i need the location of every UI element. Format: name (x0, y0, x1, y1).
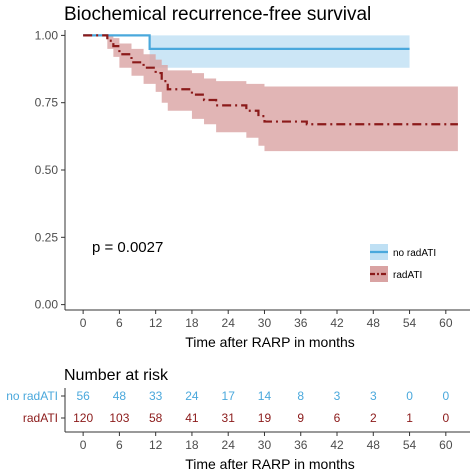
risk-cell: 2 (370, 411, 377, 425)
chart-title: Biochemical recurrence-free survival (64, 4, 371, 25)
risk-x-tick-label: 42 (330, 438, 344, 452)
x-tick-label: 48 (367, 316, 381, 330)
risk-cell: 3 (334, 389, 341, 403)
risk-cell: 0 (442, 389, 449, 403)
risk-cell: 6 (334, 411, 341, 425)
x-tick-label: 30 (258, 316, 272, 330)
y-tick-label: 0.75 (35, 96, 59, 110)
risk-cell: 103 (109, 411, 129, 425)
risk-cell: 8 (297, 389, 304, 403)
risk-x-tick-label: 54 (403, 438, 417, 452)
risk-cell: 31 (222, 411, 236, 425)
x-tick-label: 0 (80, 316, 87, 330)
x-ticks: 0 6 12 18 24 30 36 42 48 54 60 (80, 310, 453, 330)
risk-x-tick-label: 18 (185, 438, 199, 452)
risk-cell: 0 (406, 389, 413, 403)
risk-x-tick-label: 6 (116, 438, 123, 452)
risk-cell: 0 (442, 411, 449, 425)
survival-curves (83, 34, 458, 126)
y-tick-label: 0.50 (35, 163, 59, 177)
risk-cell: 9 (297, 411, 304, 425)
risk-cell: 17 (222, 389, 236, 403)
risk-cell: 19 (258, 411, 272, 425)
legend-label-1: radATI (393, 270, 422, 281)
risk-cell: 3 (370, 389, 377, 403)
risk-x-tick-label: 24 (222, 438, 236, 452)
y-ticks: 0.00 0.25 0.50 0.75 1.00 (35, 28, 65, 312)
y-tick-label: 0.00 (35, 298, 59, 312)
main-plot: 0.00 0.25 0.50 0.75 1.00 0 6 12 18 24 30 36 42 48 54 6… (35, 28, 470, 350)
risk-x-tick-label: 12 (149, 438, 163, 452)
x-tick-label: 54 (403, 316, 417, 330)
legend: no radATI radATI (370, 244, 436, 282)
ci-band-0 (83, 35, 410, 68)
risk-cell: 48 (113, 389, 127, 403)
confidence-bands (83, 35, 458, 152)
x-tick-label: 12 (149, 316, 163, 330)
x-tick-label: 6 (116, 316, 123, 330)
risk-cell: 56 (76, 389, 90, 403)
risk-x-tick-label: 30 (258, 438, 272, 452)
risk-x-axis-label: Time after RARP in months (185, 456, 355, 472)
risk-x-tick-label: 0 (80, 438, 87, 452)
survival-line-0 (83, 34, 410, 50)
risk-row-label: radATI (23, 411, 58, 425)
risk-x-tick-label: 60 (439, 438, 453, 452)
risk-cell: 24 (185, 389, 199, 403)
risk-x-tick-label: 48 (367, 438, 381, 452)
legend-label-0: no radATI (393, 248, 436, 259)
x-axis-label: Time after RARP in months (185, 334, 355, 350)
y-tick-label: 1.00 (35, 28, 59, 42)
risk-cell: 58 (149, 411, 163, 425)
y-tick-label: 0.25 (35, 230, 59, 244)
p-value: p = 0.0027 (92, 239, 163, 256)
risk-x-tick-label: 36 (294, 438, 308, 452)
x-tick-label: 18 (185, 316, 199, 330)
risk-cell: 14 (258, 389, 272, 403)
ci-band-1 (83, 35, 458, 152)
survival-line-1 (83, 34, 458, 126)
x-tick-label: 36 (294, 316, 308, 330)
risk-cell: 41 (185, 411, 199, 425)
risk-cell: 33 (149, 389, 163, 403)
x-tick-label: 42 (330, 316, 344, 330)
x-tick-label: 24 (222, 316, 236, 330)
x-tick-label: 60 (439, 316, 453, 330)
risk-row-label: no radATI (6, 389, 58, 403)
risk-cell: 120 (73, 411, 93, 425)
risk-table-title: Number at risk (64, 367, 169, 384)
risk-cell: 1 (406, 411, 413, 425)
